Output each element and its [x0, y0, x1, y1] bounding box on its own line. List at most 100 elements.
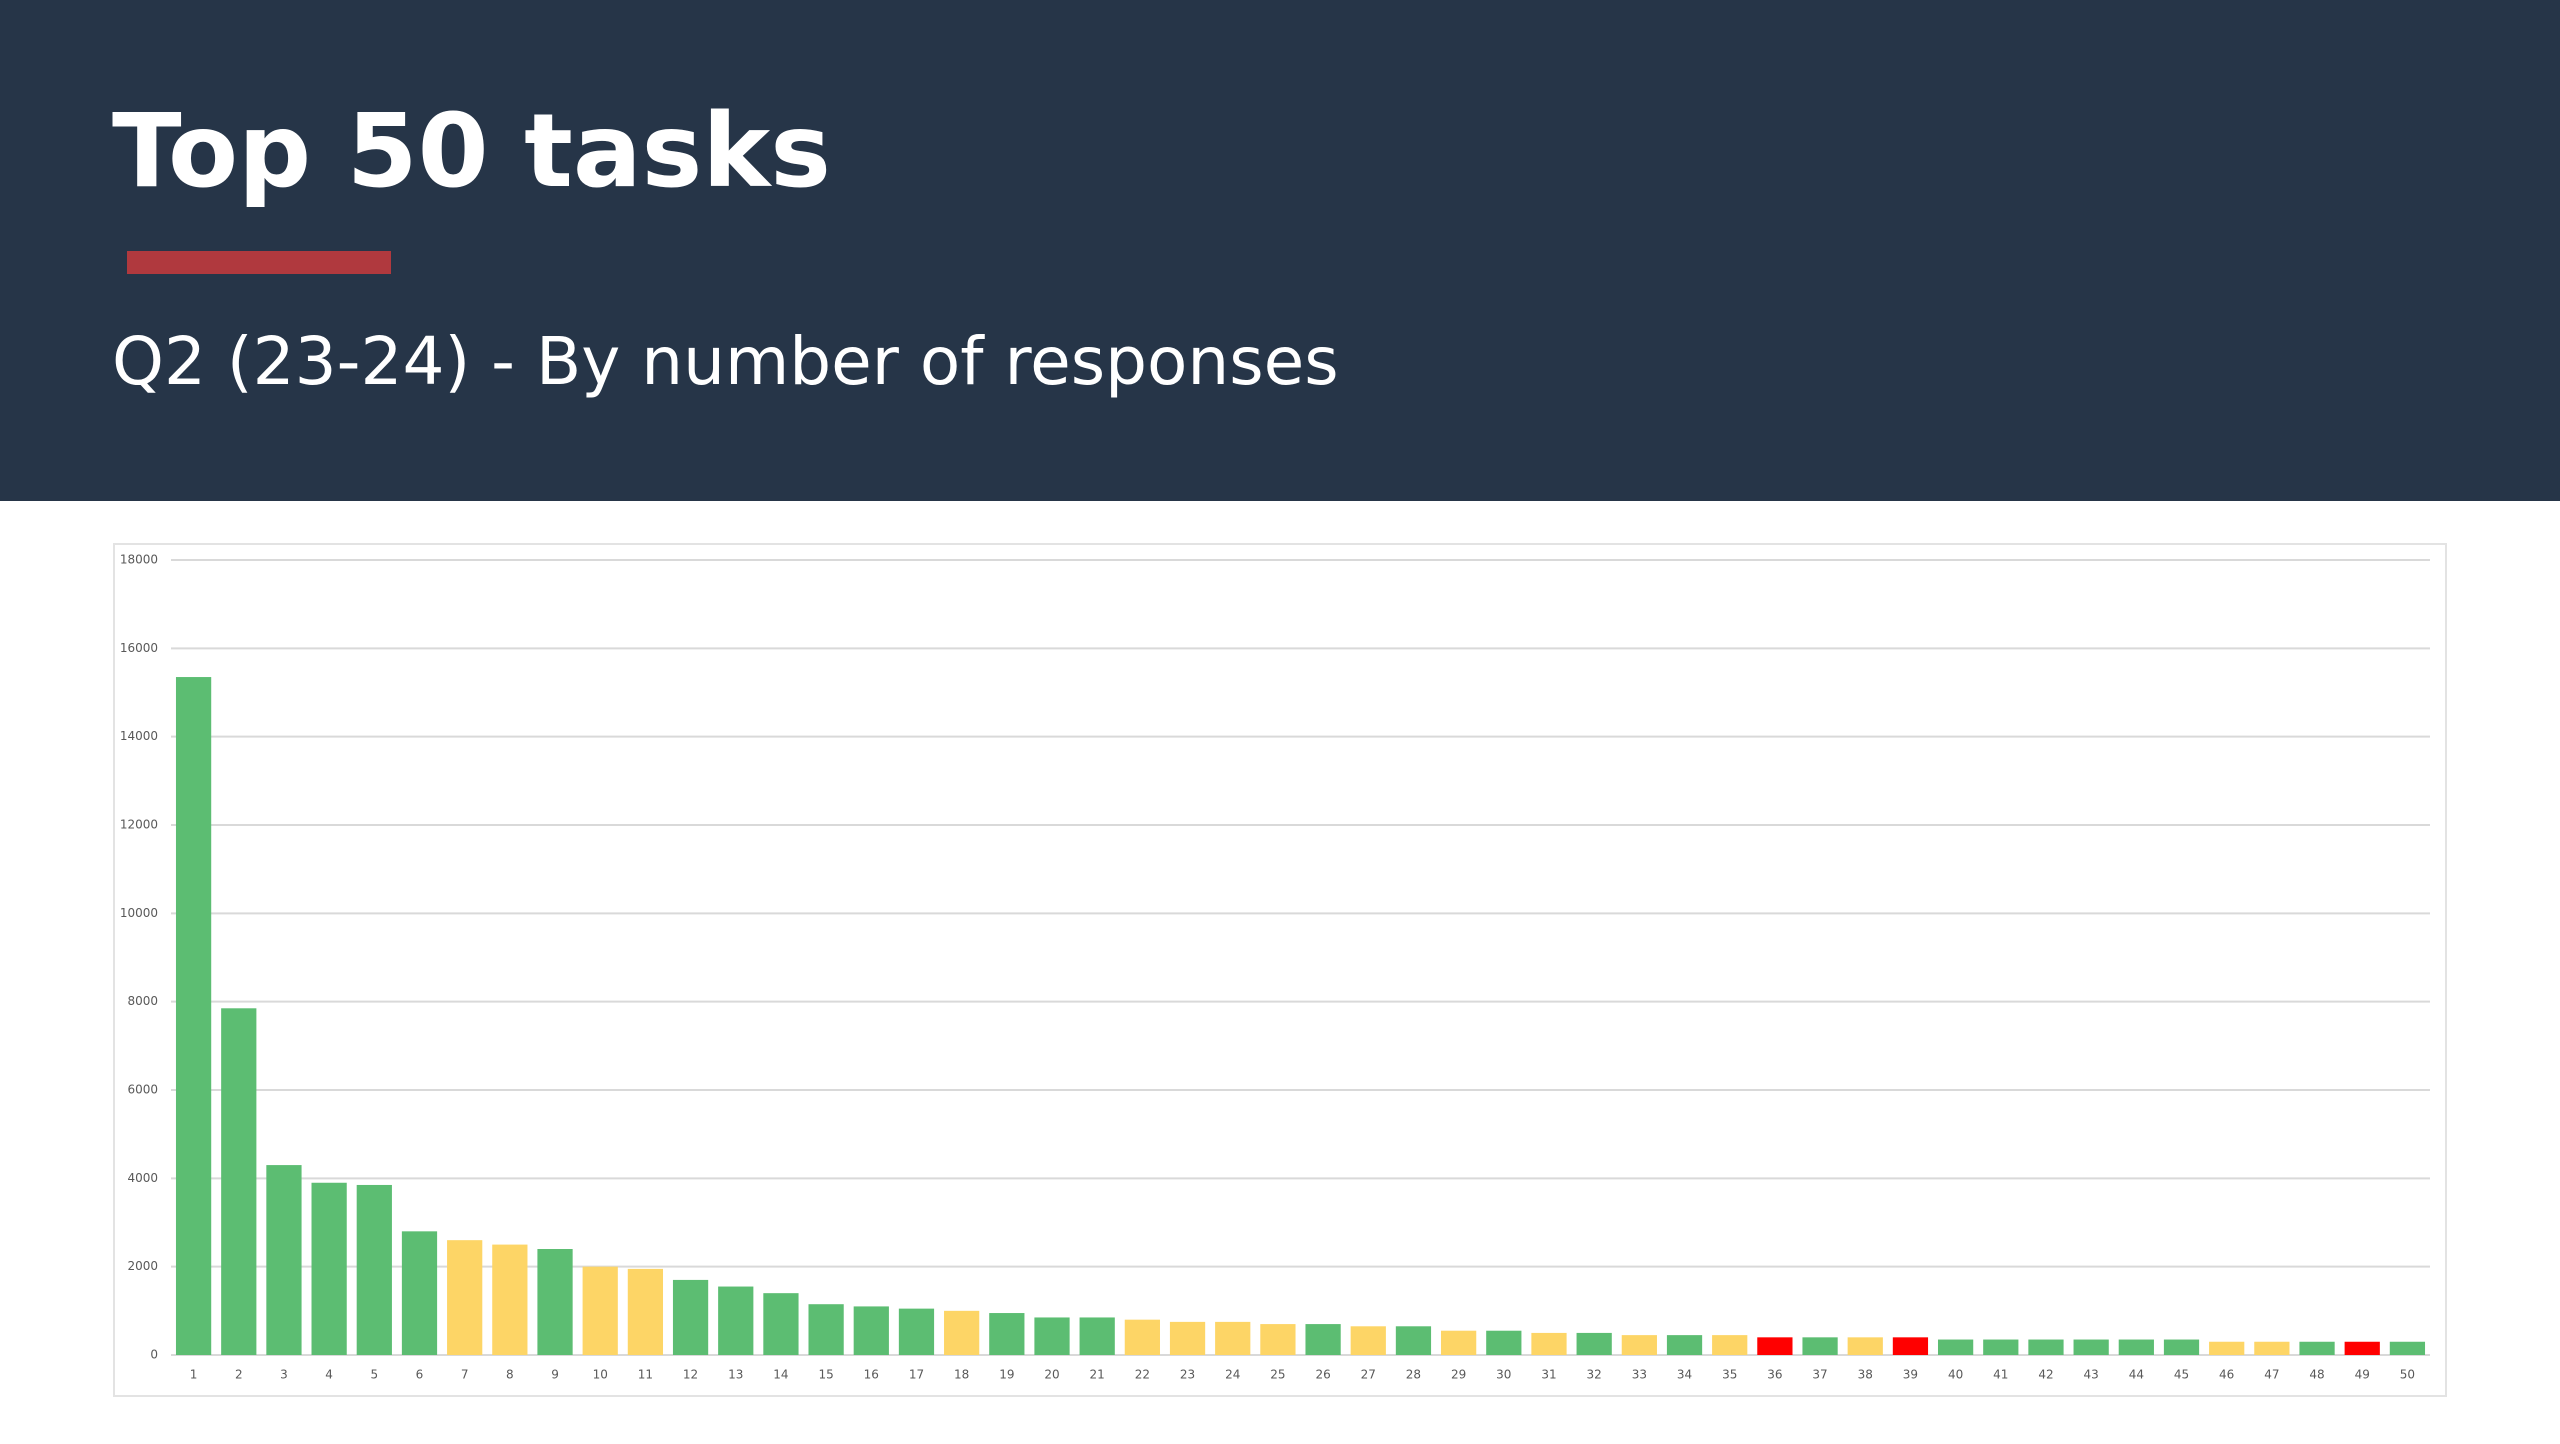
bar	[2163, 1339, 2200, 1355]
x-tick-label: 29	[1451, 1368, 1466, 1382]
bar	[1034, 1317, 1070, 1355]
bar	[401, 1231, 438, 1355]
bar	[1892, 1337, 1929, 1355]
x-tick-label: 38	[1858, 1368, 1873, 1382]
x-tick-label: 24	[1225, 1368, 1240, 1382]
y-tick-label: 10000	[120, 906, 158, 920]
bar	[1621, 1335, 1657, 1355]
x-tick-label: 43	[2084, 1368, 2099, 1382]
bar	[447, 1240, 483, 1355]
x-tick-label: 32	[1587, 1368, 1602, 1382]
y-tick-label: 6000	[127, 1083, 158, 1097]
x-tick-label: 15	[818, 1368, 833, 1382]
bar	[2344, 1341, 2380, 1355]
x-tick-label: 46	[2219, 1368, 2234, 1382]
bar	[1486, 1330, 1522, 1355]
bar	[1666, 1335, 1703, 1355]
bar	[627, 1268, 664, 1355]
bar	[944, 1310, 980, 1355]
bar	[2299, 1341, 2335, 1355]
bar	[266, 1165, 302, 1355]
chart: 0 2000 4000 6000 8000 10000 12000 14000 16000 180…	[120, 553, 2430, 1382]
bar	[2028, 1339, 2064, 1355]
x-tick-label: 25	[1270, 1368, 1285, 1382]
bar	[1847, 1337, 1883, 1355]
bar	[1983, 1339, 2019, 1355]
y-tick-label: 0	[150, 1348, 158, 1362]
x-tick-label: 14	[773, 1368, 788, 1382]
x-tick-label: 39	[1903, 1368, 1918, 1382]
bar	[356, 1184, 392, 1355]
bar	[1757, 1337, 1793, 1355]
bar	[1802, 1337, 1838, 1355]
y-tick-label: 2000	[127, 1259, 158, 1273]
bar	[1079, 1317, 1115, 1355]
x-tick-label: 11	[638, 1368, 653, 1382]
x-tick-label: 35	[1722, 1368, 1737, 1382]
x-tick-label: 2	[235, 1368, 243, 1382]
bar	[2118, 1339, 2154, 1355]
bar	[1712, 1335, 1748, 1355]
x-tick-label: 27	[1361, 1368, 1376, 1382]
bar	[221, 1008, 257, 1355]
y-tick-label: 14000	[120, 729, 158, 743]
x-tick-label: 42	[2038, 1368, 2053, 1382]
x-tick-label: 8	[506, 1368, 514, 1382]
x-tick-label: 30	[1496, 1368, 1511, 1382]
bar	[2209, 1341, 2245, 1355]
x-tick-label: 28	[1406, 1368, 1421, 1382]
x-tick-label: 21	[1090, 1368, 1105, 1382]
header-band	[0, 0, 2560, 501]
bar	[1215, 1321, 1251, 1355]
bar	[2389, 1341, 2426, 1355]
x-tick-label: 49	[2355, 1368, 2370, 1382]
bar	[1305, 1324, 1341, 1355]
bar	[1441, 1330, 1477, 1355]
x-tick-label: 10	[593, 1368, 608, 1382]
x-tick-label: 31	[1541, 1368, 1556, 1382]
x-tick-label: 44	[2129, 1368, 2144, 1382]
bar	[2073, 1339, 2109, 1355]
x-tick-label: 18	[954, 1368, 969, 1382]
x-tick-label: 7	[461, 1368, 469, 1382]
x-tick-label: 23	[1180, 1368, 1195, 1382]
bar	[898, 1308, 935, 1355]
title-underline	[127, 251, 391, 274]
x-tick-label: 50	[2400, 1368, 2415, 1382]
x-tick-label: 6	[416, 1368, 424, 1382]
bar	[989, 1313, 1025, 1355]
chart-frame	[113, 543, 2447, 1397]
x-tick-label: 37	[1812, 1368, 1827, 1382]
x-tick-label: 4	[325, 1368, 333, 1382]
x-tick-label: 40	[1948, 1368, 1963, 1382]
x-tick-label: 5	[370, 1368, 378, 1382]
bar	[537, 1249, 573, 1355]
y-tick-label: 18000	[120, 553, 158, 567]
bar	[1937, 1339, 1974, 1355]
x-tick-label: 1	[190, 1368, 198, 1382]
y-tick-label: 8000	[127, 994, 158, 1008]
bar	[311, 1182, 347, 1355]
x-tick-label: 45	[2174, 1368, 2189, 1382]
x-tick-label: 26	[1315, 1368, 1330, 1382]
y-tick-label: 16000	[120, 641, 158, 655]
x-tick-label: 34	[1677, 1368, 1692, 1382]
title: Top 50 tasks	[112, 92, 831, 211]
bar	[1124, 1319, 1160, 1355]
bar	[2254, 1341, 2290, 1355]
x-tick-label: 41	[1993, 1368, 2008, 1382]
x-tick-label: 20	[1044, 1368, 1059, 1382]
bar	[1576, 1332, 1612, 1355]
bar	[175, 677, 212, 1355]
x-tick-label: 3	[280, 1368, 288, 1382]
bar	[582, 1266, 618, 1355]
bar	[1169, 1321, 1206, 1355]
bar	[853, 1306, 889, 1355]
x-tick-label: 13	[728, 1368, 743, 1382]
x-tick-label: 22	[1135, 1368, 1150, 1382]
y-tick-label: 4000	[127, 1171, 158, 1185]
bar	[492, 1244, 528, 1355]
x-tick-label: 17	[909, 1368, 924, 1382]
y-tick-label: 12000	[120, 818, 158, 832]
